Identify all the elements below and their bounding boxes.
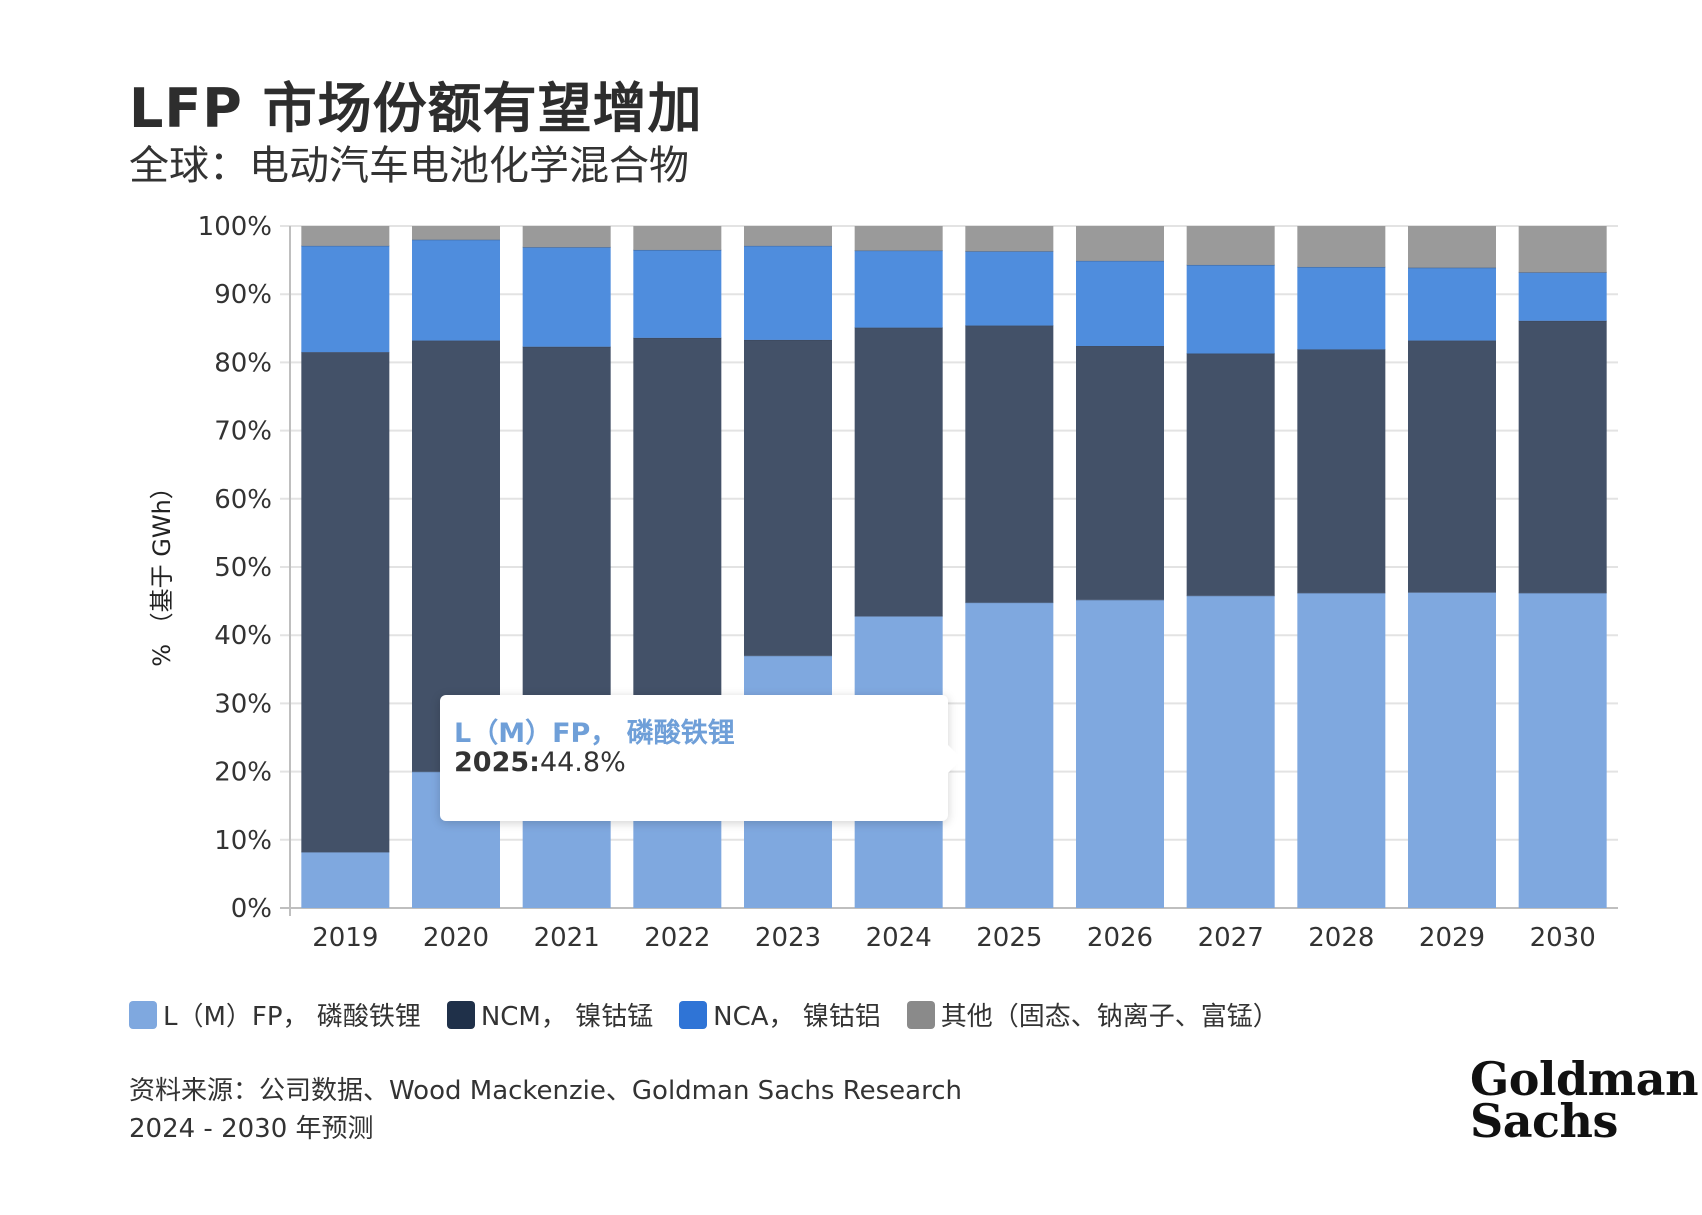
tooltip-value: 2025:44.8% bbox=[454, 747, 626, 778]
logo-line-2: Sachs bbox=[1470, 1094, 1618, 1148]
bar-segment-other bbox=[1297, 226, 1386, 267]
legend-swatch-nca bbox=[679, 1000, 708, 1029]
bar-segment-nca bbox=[301, 245, 390, 353]
bar-segment-other bbox=[1518, 226, 1607, 273]
bar-segment-other bbox=[744, 226, 832, 246]
bar-segment-ncm bbox=[744, 339, 832, 656]
x-tick-label: 2019 bbox=[312, 923, 378, 953]
bar-segment-nca bbox=[1076, 260, 1164, 347]
x-tick-label: 2030 bbox=[1530, 923, 1596, 953]
bar-segment-lfp bbox=[1076, 599, 1164, 908]
bar-segment-ncm bbox=[301, 352, 390, 853]
y-axis-label: % （基于 GWh） bbox=[148, 475, 176, 667]
bar-segment-other bbox=[522, 226, 611, 248]
bar-segment-ncm bbox=[1076, 346, 1164, 600]
legend-swatch-ncm bbox=[446, 1000, 475, 1029]
bar-segment-nca bbox=[744, 245, 832, 340]
legend-label-other: 其他（固态、钠离子、富锰） bbox=[940, 1002, 1279, 1032]
bar-segment-nca bbox=[854, 250, 943, 328]
bar-segment-nca bbox=[1408, 267, 1496, 341]
x-tick-label: 2021 bbox=[534, 923, 600, 953]
stacked-bar-chart: 0% 10% 20% 30% 40% 50% 60% 70% 80% 90% 100% 2019 202… bbox=[148, 212, 1618, 953]
y-tick-label: 20% bbox=[214, 758, 272, 788]
bar-segment-other bbox=[1408, 226, 1496, 268]
y-tick-label: 50% bbox=[214, 553, 272, 583]
tooltip-series: L（M）FP， 磷酸铁锂 bbox=[454, 718, 735, 749]
chart-subtitle: 全球：电动汽车电池化学混合物 bbox=[129, 143, 689, 189]
bar-segment-ncm bbox=[522, 346, 611, 758]
bar-segment-lfp bbox=[1408, 592, 1496, 908]
bar-segment-nca bbox=[1518, 272, 1607, 321]
bar-segment-nca bbox=[633, 249, 722, 338]
bar-segment-lfp bbox=[965, 602, 1054, 908]
tooltip-number: 44.8% bbox=[539, 747, 626, 778]
bar-segment-ncm bbox=[1297, 349, 1386, 593]
legend-label-nca: NCA， 镍钴铝 bbox=[713, 1002, 881, 1032]
tooltip: L（M）FP， 磷酸铁锂 2025:44.8% bbox=[440, 695, 962, 821]
x-tick-label: 2027 bbox=[1198, 923, 1264, 953]
y-tick-label: 60% bbox=[214, 485, 272, 515]
x-tick-label: 2020 bbox=[423, 923, 489, 953]
source-line: 资料来源：公司数据、Wood Mackenzie、Goldman Sachs R… bbox=[129, 1076, 962, 1106]
y-tick-label: 80% bbox=[214, 348, 272, 378]
tooltip-year: 2025: bbox=[454, 747, 540, 778]
source-note: 资料来源：公司数据、Wood Mackenzie、Goldman Sachs R… bbox=[129, 1072, 962, 1148]
x-tick-label: 2022 bbox=[644, 923, 710, 953]
bar-segment-other bbox=[412, 226, 500, 240]
bar-segment-other bbox=[1076, 226, 1164, 261]
y-tick-label: 40% bbox=[214, 621, 272, 651]
bar-segment-ncm bbox=[633, 337, 722, 745]
bar-segment-other bbox=[633, 226, 722, 250]
bar-segment-ncm bbox=[1518, 320, 1607, 593]
bar-segment-lfp bbox=[1297, 592, 1386, 908]
bar-segment-other bbox=[965, 226, 1054, 252]
x-tick-label: 2024 bbox=[866, 923, 932, 953]
bar-segment-ncm bbox=[965, 325, 1054, 603]
bar-segment-nca bbox=[1297, 266, 1386, 350]
goldman-sachs-logo: Goldman Sachs bbox=[1470, 1052, 1699, 1148]
logo-line-1: Goldman bbox=[1470, 1052, 1699, 1106]
bar-segment-other bbox=[854, 226, 943, 251]
bar-segment-other bbox=[301, 226, 390, 246]
x-tick-label: 2023 bbox=[755, 923, 821, 953]
bar-segment-nca bbox=[412, 239, 500, 341]
x-tick-label: 2026 bbox=[1087, 923, 1153, 953]
bar-segment-ncm bbox=[854, 327, 943, 617]
legend-swatch-lfp bbox=[129, 1000, 157, 1029]
y-tick-label: 10% bbox=[214, 826, 272, 856]
y-tick-label: 30% bbox=[214, 689, 272, 719]
legend-item-other[interactable]: 其他（固态、钠离子、富锰） bbox=[906, 996, 1279, 1033]
forecast-note: 2024 - 2030 年预测 bbox=[129, 1114, 374, 1144]
bar-segment-ncm bbox=[1408, 340, 1496, 593]
bar-segment-nca bbox=[1186, 264, 1275, 354]
bar-segment-nca bbox=[522, 247, 611, 347]
legend-item-ncm[interactable]: NCM， 镍钴锰 bbox=[446, 996, 654, 1033]
legend-label-ncm: NCM， 镍钴锰 bbox=[480, 1002, 654, 1032]
y-tick-label: 90% bbox=[214, 280, 272, 310]
y-tick-label: 0% bbox=[231, 894, 272, 924]
legend-swatch-other bbox=[906, 1000, 935, 1029]
y-tick-label: 100% bbox=[198, 212, 272, 242]
y-tick-label: 70% bbox=[214, 417, 272, 447]
legend-label-lfp: L（M）FP， 磷酸铁锂 bbox=[163, 1002, 421, 1032]
x-tick-label: 2025 bbox=[976, 923, 1042, 953]
legend-item-nca[interactable]: NCA， 镍钴铝 bbox=[679, 996, 881, 1033]
chart-title: LFP 市场份额有望增加 bbox=[129, 77, 703, 140]
bar-segment-nca bbox=[965, 251, 1054, 326]
x-tick-label: 2029 bbox=[1419, 923, 1485, 953]
bar-segment-other bbox=[1186, 226, 1275, 265]
legend-item-lfp[interactable]: L（M）FP， 磷酸铁锂 bbox=[129, 996, 421, 1033]
x-tick-label: 2028 bbox=[1308, 923, 1374, 953]
bar-segment-ncm bbox=[1186, 353, 1275, 596]
legend: L（M）FP， 磷酸铁锂 NCM， 镍钴锰 NCA， 镍钴铝 其他（固态、钠离子… bbox=[129, 996, 1305, 1033]
bar-segment-lfp bbox=[1518, 592, 1607, 908]
bar-segment-lfp bbox=[301, 852, 390, 908]
bar-segment-lfp bbox=[1186, 595, 1275, 908]
